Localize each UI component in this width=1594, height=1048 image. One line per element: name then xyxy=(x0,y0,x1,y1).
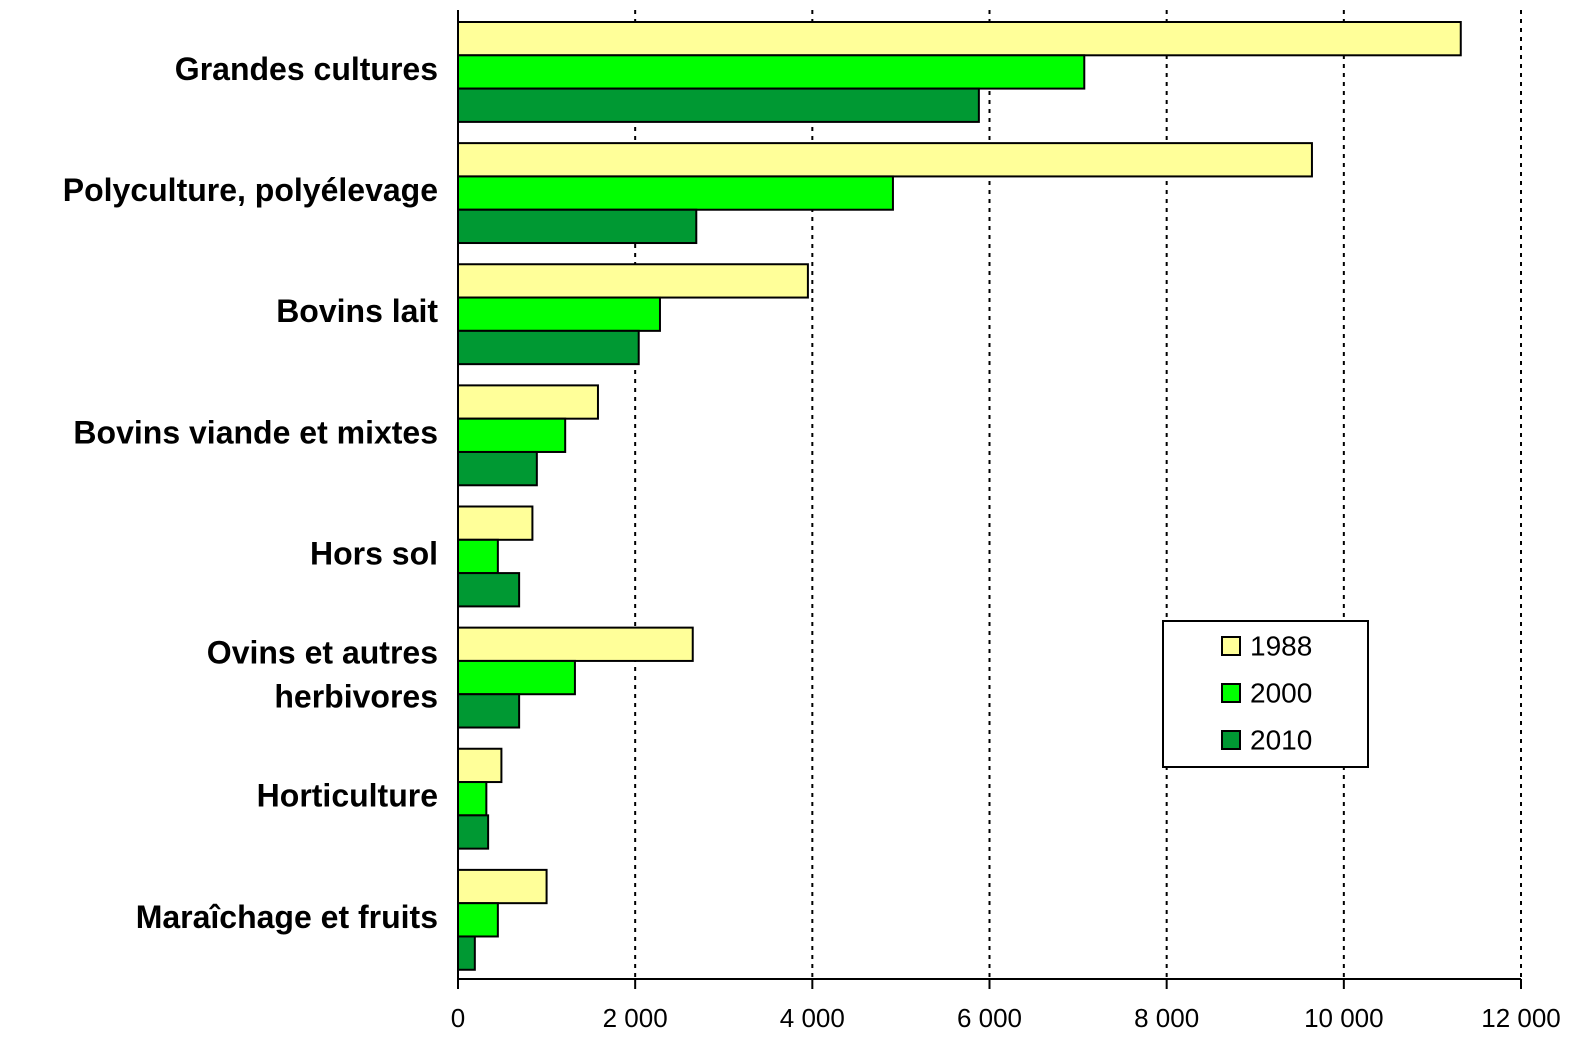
bar xyxy=(457,505,534,541)
label-line: Maraîchage et fruits xyxy=(136,899,438,935)
y-tick-label: Grandes cultures xyxy=(175,51,438,87)
y-tick-label: Bovins viande et mixtes xyxy=(73,415,438,451)
label-line: Bovins viande et mixtes xyxy=(73,415,438,451)
legend-swatch xyxy=(1221,730,1241,750)
label-line: Ovins et autres xyxy=(207,635,438,671)
y-tick-label: Hors sol xyxy=(310,536,438,572)
legend-label: 2000 xyxy=(1250,677,1312,708)
legend-label: 2010 xyxy=(1250,724,1312,755)
bar xyxy=(457,87,980,123)
bar xyxy=(457,747,503,784)
x-tick-label: 10 000 xyxy=(1304,1003,1384,1033)
bar xyxy=(457,142,1313,178)
bar xyxy=(457,175,894,211)
bar xyxy=(457,329,640,366)
y-tick-label: Maraîchage et fruits xyxy=(136,899,438,935)
bar xyxy=(457,296,661,332)
label-line: Horticulture xyxy=(257,778,438,814)
label-line: Grandes cultures xyxy=(175,51,438,87)
bar xyxy=(457,54,1086,90)
x-tick-label: 8 000 xyxy=(1134,1003,1199,1033)
x-tick-label: 12 000 xyxy=(1481,1003,1561,1033)
bar xyxy=(457,208,698,245)
bar xyxy=(457,21,1462,57)
bar xyxy=(457,572,521,608)
bar xyxy=(457,814,490,850)
label-line: Polyculture, polyélevage xyxy=(63,173,438,209)
bar xyxy=(457,868,548,905)
y-tick-label: Bovins lait xyxy=(276,294,438,330)
bar xyxy=(457,659,576,696)
legend-box xyxy=(1162,620,1369,768)
x-tick-label: 2 000 xyxy=(603,1003,668,1033)
bar xyxy=(457,902,499,938)
label-line: Bovins lait xyxy=(276,294,438,330)
bar xyxy=(457,450,538,487)
y-tick-label: Polyculture, polyélevage xyxy=(63,173,438,209)
x-tick-label: 4 000 xyxy=(780,1003,845,1033)
label-line: Hors sol xyxy=(310,536,438,572)
bar xyxy=(457,263,809,299)
bar xyxy=(457,781,488,817)
y-tick-label: Ovins et autres herbivores xyxy=(207,635,438,715)
x-tick-label: 0 xyxy=(451,1003,465,1033)
legend-swatch xyxy=(1221,683,1241,703)
bar xyxy=(457,538,499,575)
label-line: herbivores xyxy=(274,679,438,715)
bar xyxy=(457,935,476,971)
bar xyxy=(457,384,599,420)
x-tick-label: 6 000 xyxy=(957,1003,1022,1033)
y-tick-label: Horticulture xyxy=(257,778,438,814)
bar xyxy=(457,693,521,729)
legend-swatch xyxy=(1221,636,1241,656)
bar xyxy=(457,417,567,453)
legend-label: 1988 xyxy=(1250,630,1312,661)
bar xyxy=(457,626,694,662)
